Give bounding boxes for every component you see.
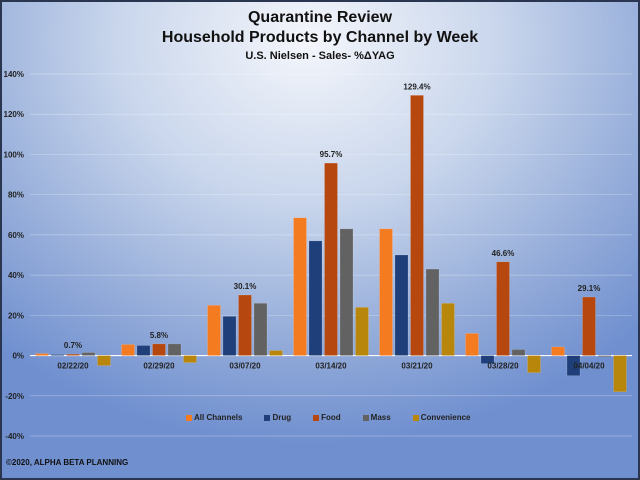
data-label: 5.8% — [150, 331, 168, 340]
data-label: 29.1% — [578, 284, 601, 293]
data-label: 46.6% — [492, 249, 515, 258]
bar-drug — [222, 316, 237, 356]
legend-swatch — [412, 414, 419, 421]
y-tick-label: 0% — [12, 352, 24, 361]
y-tick-label: -20% — [5, 392, 24, 401]
chart-title: Quarantine Review — [247, 9, 393, 26]
bar-mass — [339, 228, 354, 356]
bar-food — [410, 95, 424, 356]
bar-mass — [597, 355, 612, 357]
copyright: ©2020, ALPHA BETA PLANNING — [6, 458, 129, 467]
y-tick-label: 80% — [8, 191, 24, 200]
y-tick-label: 20% — [8, 311, 24, 320]
x-category-label: 02/22/20 — [57, 362, 89, 371]
bar-convenience — [355, 307, 369, 356]
data-label: 30.1% — [234, 282, 257, 291]
legend-item: All Channels — [186, 413, 242, 422]
bar-all-channels — [35, 353, 49, 356]
data-label: 95.7% — [320, 150, 343, 159]
x-category-label: 04/04/20 — [573, 362, 605, 371]
legend-swatch — [186, 414, 192, 421]
bar-drug — [394, 254, 409, 356]
bar-convenience — [527, 355, 541, 373]
x-category-label: 03/07/20 — [229, 362, 261, 371]
bar-all-channels — [465, 333, 479, 356]
data-label: 129.4% — [403, 82, 430, 91]
bar-food — [582, 296, 596, 356]
bar-mass — [511, 349, 526, 356]
y-tick-label: 40% — [8, 271, 24, 280]
y-tick-label: 100% — [4, 150, 24, 159]
chart-subtitle: Household Products by Channel by Week — [161, 29, 479, 46]
legend-item: Food — [313, 413, 341, 422]
bar-mass — [253, 303, 268, 356]
bar-all-channels — [207, 305, 221, 356]
legend-label: Convenience — [420, 413, 471, 422]
legend-item: Mass — [362, 413, 391, 422]
x-category-label: 02/29/20 — [143, 362, 175, 371]
bar-drug — [50, 354, 65, 356]
y-tick-label: 60% — [8, 231, 24, 240]
legend-label: Drug — [272, 413, 292, 422]
bar-convenience — [613, 355, 627, 393]
bar-mass — [81, 352, 96, 356]
legend-swatch — [313, 414, 320, 421]
bar-all-channels — [121, 344, 135, 356]
bar-convenience — [97, 355, 111, 366]
bar-food — [238, 294, 252, 356]
bar-mass — [167, 343, 182, 356]
bar-food — [152, 343, 166, 356]
bar-food — [324, 162, 338, 356]
data-label: 0.7% — [64, 341, 82, 350]
bar-convenience — [441, 303, 455, 356]
legend-label: All Channels — [194, 413, 243, 422]
bar-all-channels — [551, 346, 565, 356]
bar-all-channels — [379, 228, 393, 356]
bar-drug — [308, 240, 323, 356]
y-tick-label: 140% — [4, 70, 24, 79]
bar-drug — [136, 345, 151, 356]
x-category-label: 03/14/20 — [315, 362, 347, 371]
bar-convenience — [183, 355, 197, 363]
x-category-label: 03/21/20 — [401, 362, 433, 371]
bar-food — [496, 261, 510, 356]
legend-item: Drug — [264, 413, 291, 422]
bar-mass — [425, 268, 440, 356]
bar-all-channels — [293, 217, 307, 356]
bar-convenience — [269, 350, 283, 356]
chart-subtitle-source: U.S. Nielsen - Sales- %ΔYAG — [245, 50, 395, 62]
legend-label: Mass — [370, 413, 391, 422]
bar-drug — [566, 355, 581, 376]
legend-label: Food — [321, 413, 341, 422]
bar-drug — [480, 355, 495, 364]
bar-food — [66, 353, 80, 356]
y-tick-label: -40% — [5, 432, 24, 441]
legend-item: Convenience — [412, 413, 471, 422]
legend-swatch — [264, 414, 271, 421]
legend: All Channels Drug Food Mass Convenience — [186, 413, 470, 422]
x-category-label: 03/28/20 — [487, 362, 519, 371]
y-tick-label: 120% — [4, 110, 24, 119]
legend-swatch — [362, 414, 369, 421]
